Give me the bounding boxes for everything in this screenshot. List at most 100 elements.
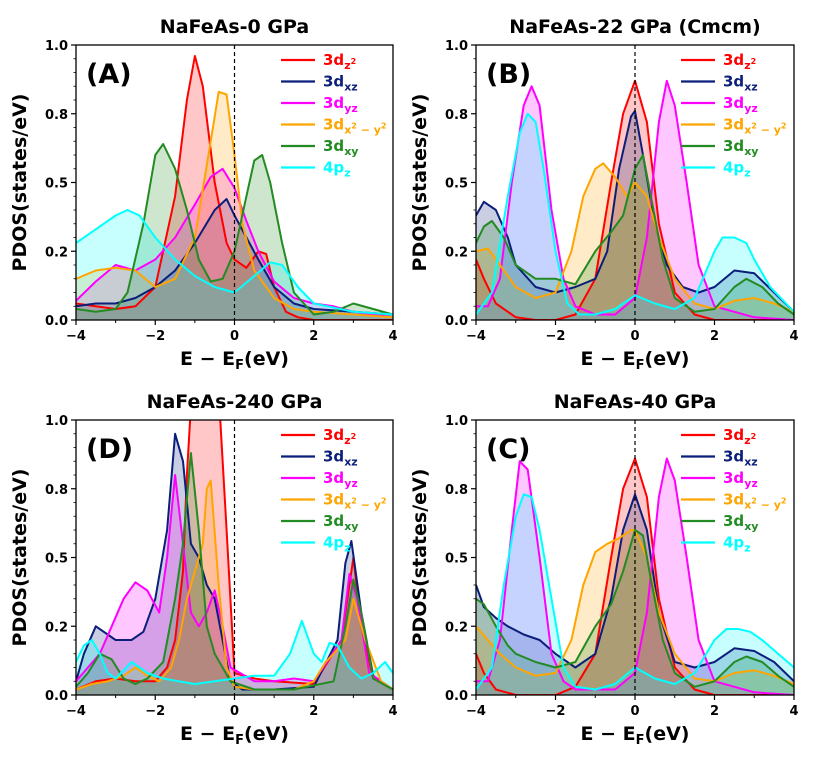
legend-label: 3dxz: [723, 448, 758, 469]
chart-panel-3: −4 −2 0 2 4 0.0 0.2 0.5 0.8 1.0 NaFeAs-240 GPa E − …: [9, 391, 398, 748]
legend-label: 3dxy: [723, 512, 758, 533]
legend-label: 3dxz: [323, 448, 358, 469]
legend-label: 4pz: [723, 159, 751, 180]
y-tick-label: 1.0: [45, 414, 68, 429]
legend-label: 4pz: [323, 534, 351, 555]
legend-label: 3dyz: [323, 94, 358, 115]
y-axis-label: PDOS(states/eV): [409, 94, 431, 272]
series-line-5: [76, 143, 393, 316]
legend-label: 3dz2: [723, 426, 756, 447]
chart-title: NaFeAs-40 GPa: [554, 391, 717, 413]
y-tick-label: 0.8: [45, 483, 68, 498]
series-fill-3: [76, 475, 393, 695]
series-line-1: [476, 79, 794, 320]
x-tick-label: −4: [466, 704, 486, 719]
x-tick-label: −2: [145, 329, 165, 344]
y-tick-label: 0.2: [445, 620, 468, 635]
series-fill-6: [476, 494, 794, 695]
legend-label: 3dyz: [723, 94, 758, 115]
y-axis-label: PDOS(states/eV): [9, 94, 31, 272]
y-tick-label: 0.5: [445, 177, 468, 192]
legend-label: 3dx2 − y2: [723, 116, 787, 137]
y-tick-label: 0.5: [445, 552, 468, 567]
series-fill-5: [76, 144, 393, 320]
y-tick-label: 0.5: [45, 552, 68, 567]
x-axis-label: E − EF(eV): [581, 348, 690, 373]
chart-panel-1: −4 −2 0 2 4 0.0 0.2 0.5 0.8 1.0 NaFeAs-0 GPa E − EF…: [9, 16, 398, 373]
legend-label: 3dx2 − y2: [723, 491, 787, 512]
chart-title: NaFeAs-240 GPa: [147, 391, 323, 413]
series-line-6: [76, 209, 393, 316]
series-line-5: [76, 452, 393, 691]
series-line-3: [76, 474, 393, 691]
y-axis-label: PDOS(states/eV): [9, 469, 31, 647]
series-line-2: [76, 198, 393, 316]
series-fill-6: [476, 113, 794, 320]
x-tick-label: 4: [388, 329, 397, 344]
series-fill-4: [76, 480, 393, 695]
legend-label: 3dz2: [323, 51, 356, 72]
series-line-4: [76, 479, 393, 691]
y-tick-label: 1.0: [445, 39, 468, 54]
series-line-2: [476, 110, 794, 313]
panel-label: (A): [86, 59, 132, 90]
x-tick-label: 2: [710, 704, 719, 719]
chart-panel-4: −4 −2 0 2 4 0.0 0.2 0.5 0.8 1.0 NaFeAs-40 GPa E − E…: [409, 391, 799, 748]
series-fill-2: [476, 494, 794, 695]
x-tick-label: 2: [309, 704, 318, 719]
y-tick-label: 0.2: [45, 245, 68, 260]
chart-title: NaFeAs-22 GPa (Cmcm): [509, 16, 760, 38]
legend-label: 3dyz: [723, 469, 758, 490]
x-tick-label: 0: [230, 704, 239, 719]
x-tick-label: 0: [230, 329, 239, 344]
series-line-6: [476, 493, 794, 691]
x-tick-label: 4: [789, 704, 798, 719]
y-tick-label: 0.2: [45, 620, 68, 635]
legend-label: 4pz: [723, 534, 751, 555]
x-tick-label: 2: [309, 329, 318, 344]
legend-label: 3dz2: [323, 426, 356, 447]
x-axis-label: E − EF(eV): [180, 723, 289, 748]
panel-label: (D): [86, 434, 133, 465]
legend-label: 3dxy: [723, 137, 758, 158]
series-fill-3: [476, 80, 794, 320]
x-axis-label: E − EF(eV): [581, 723, 690, 748]
y-tick-label: 0.5: [45, 177, 68, 192]
series-fill-4: [76, 91, 393, 320]
legend-label: 3dxz: [323, 73, 358, 94]
x-tick-label: −2: [145, 704, 165, 719]
series-fill-3: [476, 458, 794, 695]
series-line-6: [76, 619, 393, 685]
y-tick-label: 0.0: [45, 314, 68, 329]
legend-label: 3dz2: [723, 51, 756, 72]
chart-title: NaFeAs-0 GPa: [160, 16, 309, 38]
y-tick-label: 0.0: [45, 689, 68, 704]
x-tick-label: 4: [789, 329, 798, 344]
series-line-4: [476, 529, 794, 685]
legend-label: 3dx2 − y2: [323, 491, 387, 512]
x-tick-label: 4: [388, 704, 397, 719]
x-tick-label: 2: [710, 329, 719, 344]
series-line-5: [476, 154, 794, 316]
legend-label: 3dyz: [323, 469, 358, 490]
y-tick-label: 0.8: [45, 108, 68, 123]
legend-label: 3dxy: [323, 512, 358, 533]
plot-area: [76, 420, 393, 695]
panel-label: (C): [486, 434, 531, 465]
series-fill-1: [76, 420, 393, 695]
chart-panel-2: −4 −2 0 2 4 0.0 0.2 0.5 0.8 1.0 NaFeAs-22 GPa (Cmc…: [409, 16, 799, 373]
y-tick-label: 0.2: [445, 245, 468, 260]
x-tick-label: 0: [630, 329, 639, 344]
series-fill-2: [76, 433, 393, 695]
x-tick-label: −4: [66, 704, 86, 719]
legend-label: 4pz: [323, 159, 351, 180]
y-tick-label: 1.0: [45, 39, 68, 54]
series-line-1: [76, 55, 393, 320]
x-tick-label: −4: [66, 329, 86, 344]
series-line-6: [476, 112, 794, 316]
panel-label: (B): [486, 59, 531, 90]
legend-label: 3dxy: [323, 137, 358, 158]
legend-label: 3dx2 − y2: [323, 116, 387, 137]
y-tick-label: 0.0: [445, 314, 468, 329]
